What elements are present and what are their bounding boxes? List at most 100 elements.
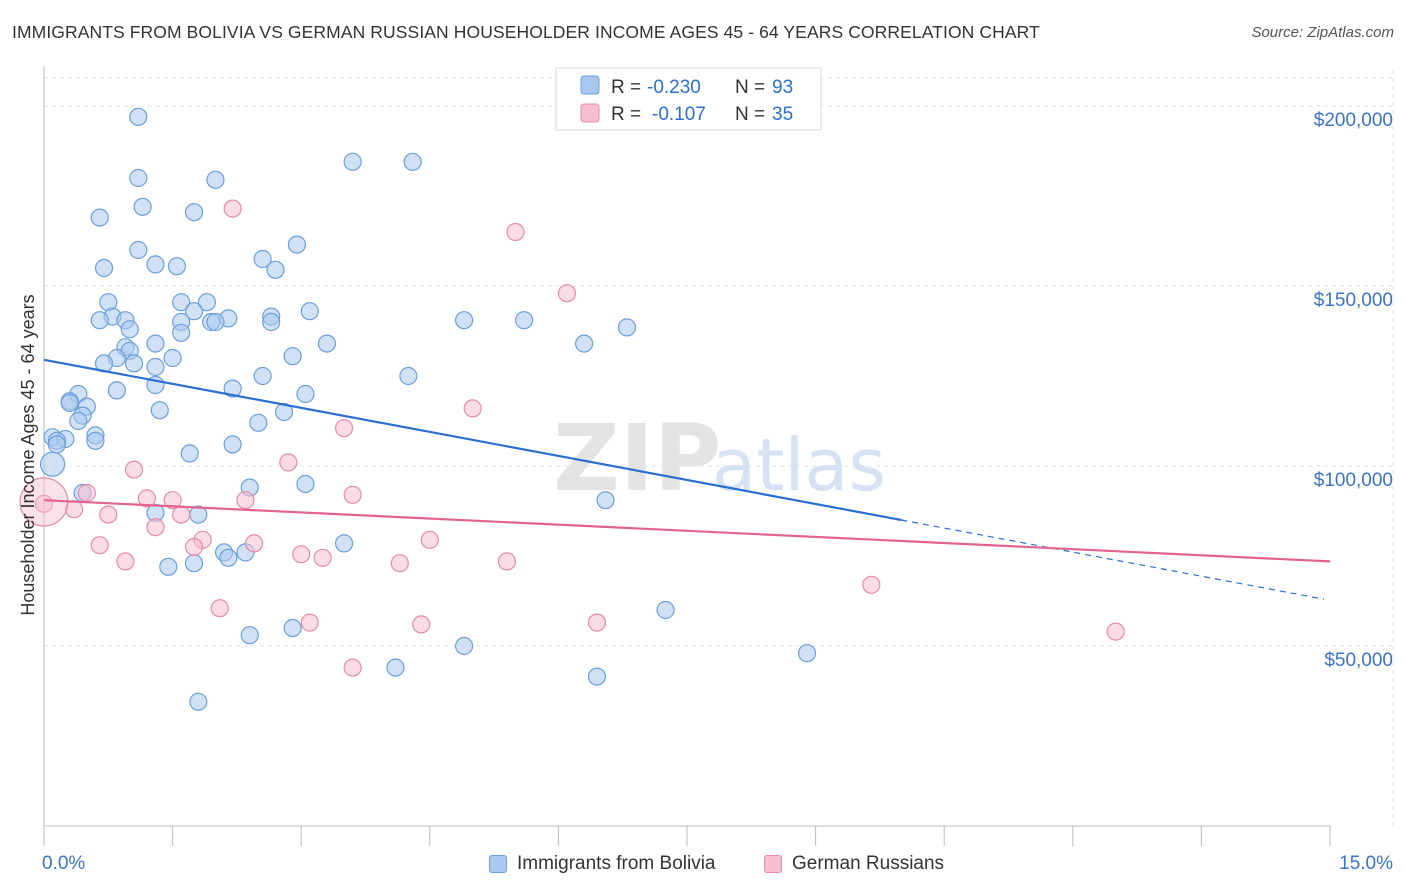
point-german-russians xyxy=(279,453,298,472)
point-bolivia xyxy=(129,168,148,188)
point-german-russians xyxy=(163,491,182,510)
point-bolivia xyxy=(184,554,204,573)
x-tick-labels: 0.0% 15.0% xyxy=(42,853,1393,874)
watermark-zip: ZIP xyxy=(553,405,721,512)
point-german-russians xyxy=(506,222,525,242)
point-german-russians xyxy=(77,483,96,503)
point-bolivia xyxy=(120,320,139,339)
legend-label-bolivia: Immigrants from Bolivia xyxy=(517,853,716,874)
watermark-atlas: atlas xyxy=(712,423,886,507)
point-bolivia xyxy=(39,451,66,477)
stats-box-frame xyxy=(555,67,822,131)
point-german-russians xyxy=(172,505,191,524)
point-german-russians xyxy=(116,552,135,571)
point-bolivia xyxy=(617,318,637,337)
trend-line-bolivia xyxy=(43,358,902,522)
point-german-russians xyxy=(300,613,319,632)
point-bolivia xyxy=(454,311,474,330)
point-german-russians xyxy=(184,537,204,557)
point-bolivia xyxy=(296,384,315,404)
point-bolivia xyxy=(206,170,225,189)
point-german-russians xyxy=(137,489,156,508)
legend-swatch-blue xyxy=(489,855,507,873)
point-bolivia xyxy=(146,334,165,353)
point-bolivia xyxy=(240,626,259,645)
point-german-russians xyxy=(390,554,409,573)
point-german-russians xyxy=(236,491,255,510)
point-bolivia xyxy=(90,208,109,227)
point-german-russians xyxy=(343,658,362,677)
y-tick-label: $100,000 xyxy=(1314,470,1393,491)
legend-item-bolivia[interactable]: Immigrants from Bolivia xyxy=(489,851,716,877)
point-german-russians xyxy=(313,548,332,567)
point-bolivia xyxy=(184,203,204,222)
point-bolivia xyxy=(399,366,418,386)
point-bolivia xyxy=(146,357,165,377)
point-bolivia xyxy=(283,618,302,638)
point-bolivia xyxy=(587,667,607,686)
point-bolivia xyxy=(159,557,178,576)
trend-lines xyxy=(43,358,1331,600)
point-bolivia xyxy=(300,302,319,321)
point-german-russians xyxy=(334,419,354,438)
point-bolivia xyxy=(253,249,272,269)
point-bolivia xyxy=(124,354,144,373)
point-bolivia xyxy=(262,312,281,332)
point-german-russians xyxy=(146,518,165,537)
stats-r-label-1: R = xyxy=(611,77,641,98)
point-bolivia xyxy=(287,235,307,254)
point-bolivia xyxy=(197,293,216,312)
point-german-russians xyxy=(420,530,439,549)
stats-r-value-1: -0.230 xyxy=(647,77,701,98)
trend-line-german-russians xyxy=(43,499,1331,563)
y-tick-label: $50,000 xyxy=(1324,650,1393,671)
point-bolivia xyxy=(133,197,152,216)
point-bolivia xyxy=(515,311,534,330)
point-bolivia xyxy=(223,435,242,454)
point-bolivia xyxy=(150,401,169,420)
point-german-russians xyxy=(210,599,229,618)
point-bolivia xyxy=(206,312,225,332)
point-german-russians xyxy=(124,460,144,479)
point-bolivia xyxy=(253,366,272,386)
point-bolivia xyxy=(266,260,285,279)
y-tick-labels: $50,000 $100,000 $150,000 $200,000 xyxy=(1314,110,1393,671)
point-german-russians xyxy=(343,485,362,504)
point-bolivia xyxy=(184,302,204,321)
point-bolivia xyxy=(129,240,148,260)
stats-legend: R = -0.230 N = 93 R = -0.107 N = 35 xyxy=(555,67,822,131)
point-german-russians xyxy=(862,575,881,594)
y-axis-label: Householder Income Ages 45 - 64 years xyxy=(18,294,38,615)
data-points xyxy=(19,107,1125,711)
legend-item-german-russians[interactable]: German Russians xyxy=(764,851,944,877)
point-german-russians xyxy=(587,613,607,632)
point-german-russians xyxy=(412,615,431,634)
stats-n-label-2: N = xyxy=(735,104,765,125)
point-bolivia xyxy=(180,444,199,463)
point-german-russians xyxy=(463,399,482,418)
point-german-russians xyxy=(557,284,577,303)
point-bolivia xyxy=(94,258,114,278)
point-german-russians xyxy=(497,552,517,571)
y-tick-label: $150,000 xyxy=(1314,290,1393,311)
source-label: Source: ZipAtlas.com xyxy=(1251,24,1394,41)
stats-r-label-2: R = xyxy=(611,104,641,125)
point-bolivia xyxy=(249,413,268,432)
point-german-russians xyxy=(1106,622,1125,641)
point-bolivia xyxy=(317,334,337,353)
point-bolivia xyxy=(172,323,191,342)
point-german-russians xyxy=(90,536,109,555)
watermark: ZIP atlas xyxy=(553,405,886,512)
point-bolivia xyxy=(69,411,88,431)
point-bolivia xyxy=(129,107,148,126)
point-bolivia xyxy=(596,491,615,510)
point-german-russians xyxy=(244,534,264,553)
point-bolivia xyxy=(575,334,594,353)
point-bolivia xyxy=(334,534,354,553)
point-bolivia xyxy=(454,636,474,656)
point-bolivia xyxy=(90,311,109,330)
legend-label-german-russians: German Russians xyxy=(792,853,945,874)
stats-swatch-blue xyxy=(580,75,600,95)
stats-r-value-2: -0.107 xyxy=(652,104,706,125)
legend-swatch-pink xyxy=(764,855,782,873)
